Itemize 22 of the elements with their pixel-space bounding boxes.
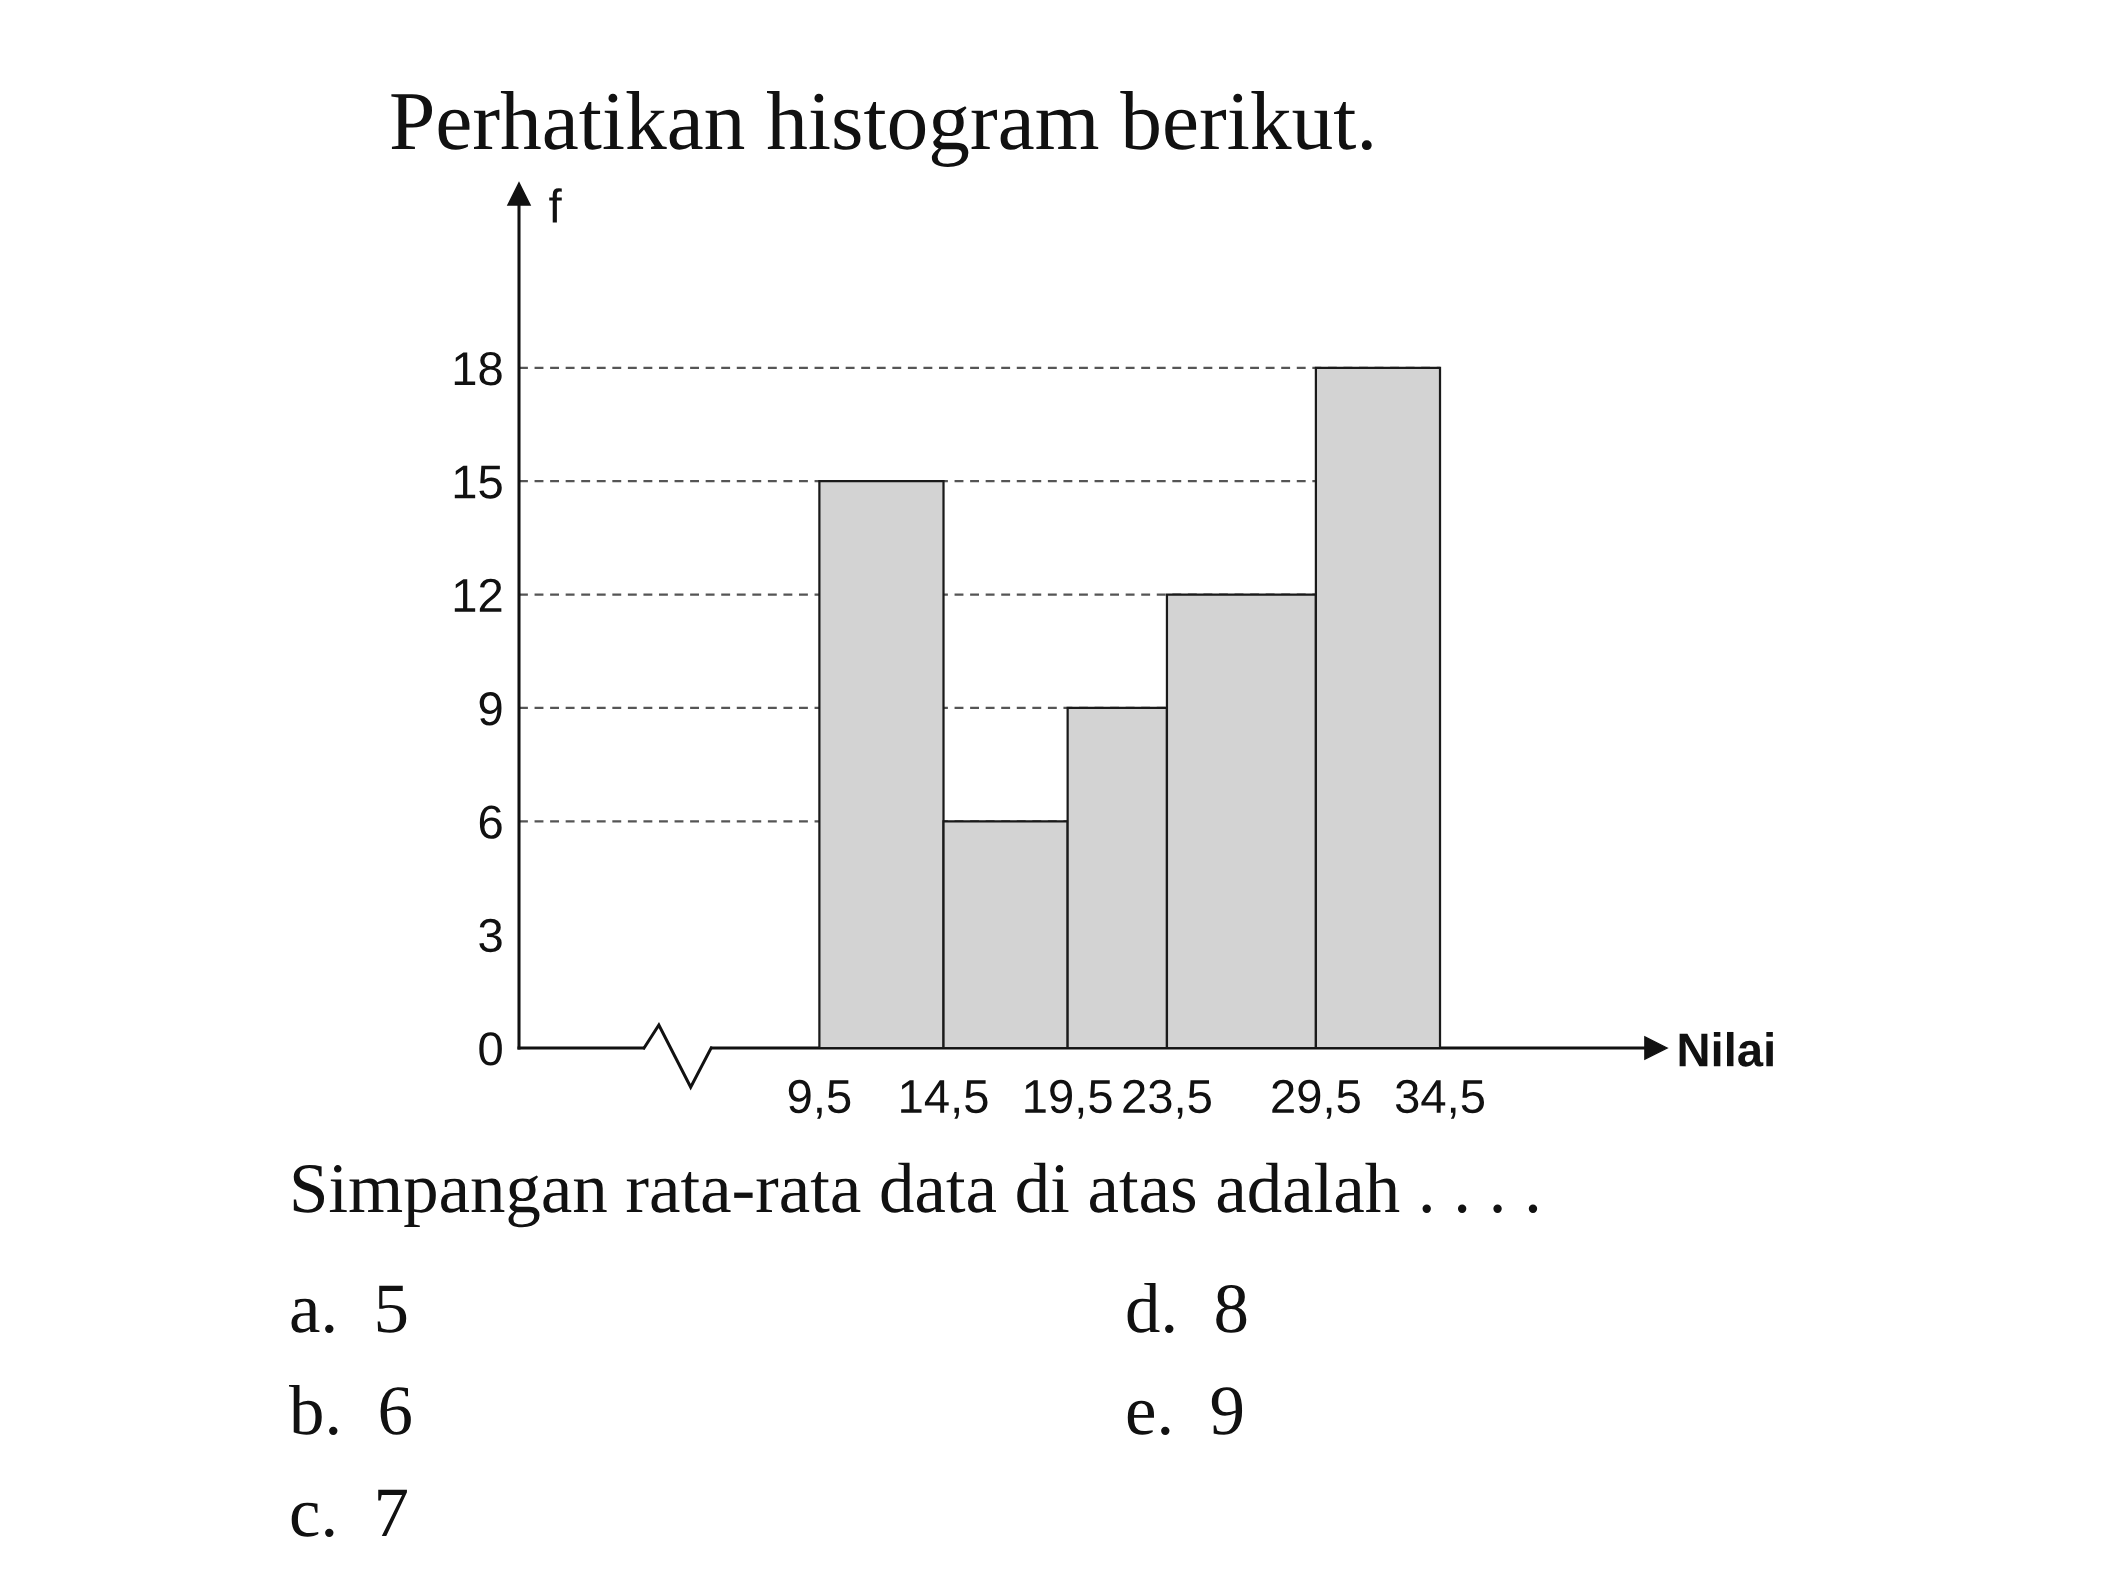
x-tick-label: 14,5 — [901, 1080, 988, 1119]
y-tick-label: 9 — [479, 692, 502, 726]
y-tick-label: 18 — [454, 351, 502, 386]
y-tick-label: 15 — [454, 465, 502, 499]
y-tick-label: 12 — [454, 578, 502, 612]
text: a. 5 — [291, 1285, 407, 1334]
y-tick-label: 3 — [479, 918, 502, 953]
y-tick-label: 6 — [479, 805, 502, 839]
chart-title: Perhatikan histogram berikut. — [391, 91, 1372, 167]
x-axis-title: Nilai — [1679, 1031, 1773, 1067]
y-tick-label: 0 — [479, 1032, 502, 1066]
text: d. 8 — [1127, 1282, 1247, 1334]
text: c. 7 — [291, 1489, 407, 1538]
x-tick-label: 9,5 — [788, 1079, 851, 1119]
text: b. 6 — [289, 1384, 411, 1436]
text: Simpangan rata-rata data di atas adalah . . . . — [293, 1162, 1538, 1228]
x-tick-label: 23,5 — [1123, 1079, 1211, 1119]
x-tick-label: 34,5 — [1395, 1079, 1484, 1119]
text: e. 9 — [1127, 1387, 1243, 1436]
x-tick-label: 29,5 — [1272, 1079, 1360, 1119]
x-tick-label: 19,5 — [1025, 1079, 1112, 1119]
y-axis-title: f — [549, 188, 562, 223]
